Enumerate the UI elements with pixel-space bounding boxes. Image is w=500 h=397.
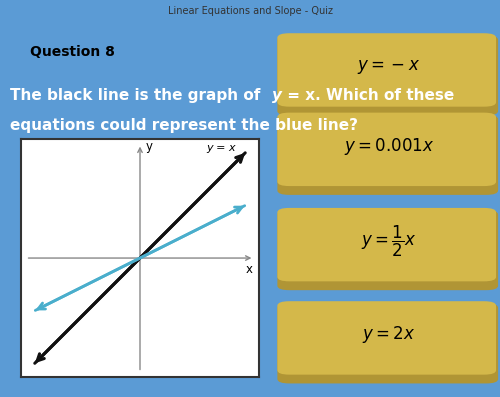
Text: = x. Which of these: = x. Which of these — [282, 88, 455, 103]
Text: $y = 2x$: $y = 2x$ — [362, 324, 416, 345]
FancyBboxPatch shape — [278, 303, 498, 384]
Text: $y = 0.001x$: $y = 0.001x$ — [344, 136, 434, 157]
FancyBboxPatch shape — [278, 210, 498, 290]
Text: x: x — [246, 264, 253, 276]
Text: Question 8: Question 8 — [30, 44, 115, 59]
Text: equations could represent the blue line?: equations could represent the blue line? — [10, 118, 358, 133]
Text: The black line is the graph of: The black line is the graph of — [10, 88, 266, 103]
FancyBboxPatch shape — [278, 301, 496, 375]
Text: y = x: y = x — [206, 143, 236, 153]
Text: y: y — [272, 88, 282, 103]
FancyBboxPatch shape — [278, 33, 496, 107]
Text: $y = \dfrac{1}{2}x$: $y = \dfrac{1}{2}x$ — [361, 224, 416, 259]
FancyBboxPatch shape — [278, 113, 496, 186]
Text: $y = -x$: $y = -x$ — [357, 58, 420, 76]
FancyBboxPatch shape — [278, 35, 498, 116]
FancyBboxPatch shape — [278, 208, 496, 281]
Text: y: y — [146, 140, 153, 152]
FancyBboxPatch shape — [278, 115, 498, 195]
Text: Linear Equations and Slope - Quiz: Linear Equations and Slope - Quiz — [168, 6, 332, 16]
